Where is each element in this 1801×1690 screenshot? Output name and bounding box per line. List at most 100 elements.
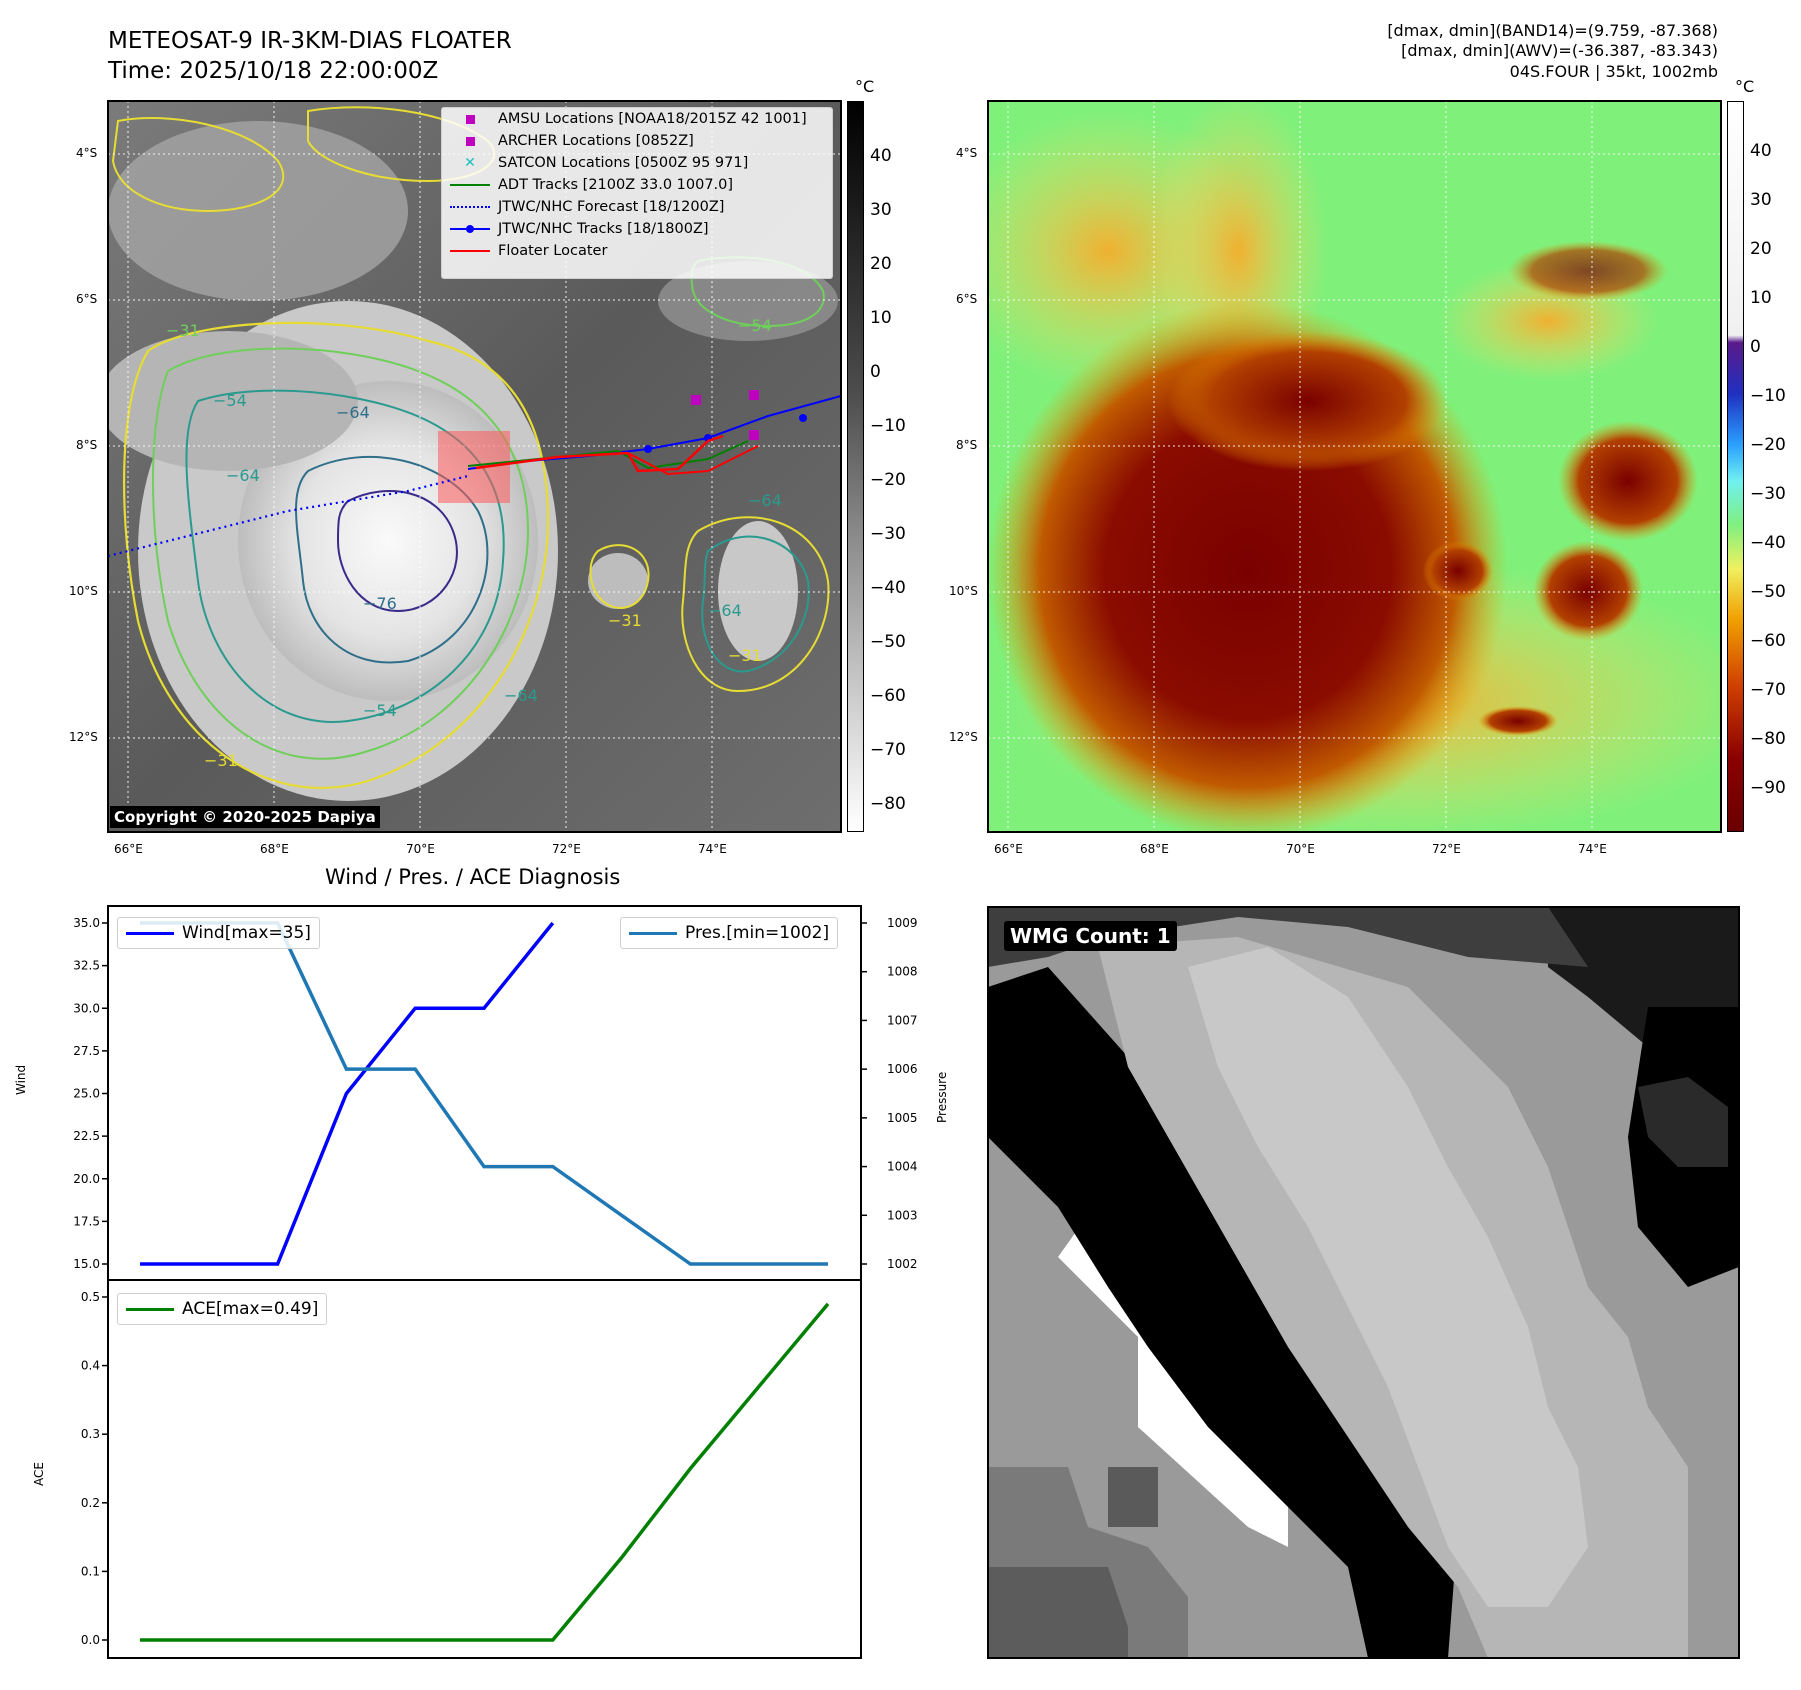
lat-label: 12°S bbox=[949, 730, 978, 744]
line-marker-icon bbox=[126, 1307, 174, 1311]
axis-tick-label: 0.5 bbox=[81, 1290, 100, 1304]
line-marker-icon bbox=[126, 931, 174, 935]
legend-item-adt: ADT Tracks [2100Z 33.0 1007.0] bbox=[442, 174, 832, 196]
colorbar-tick: −10 bbox=[870, 416, 906, 436]
panel-title-line2: Time: 2025/10/18 22:00:00Z bbox=[108, 58, 439, 84]
lat-label: 10°S bbox=[69, 584, 98, 598]
ace-axis-label: ACE bbox=[32, 1462, 46, 1486]
lon-label: 70°E bbox=[1286, 842, 1315, 856]
pressure-legend: Pres.[min=1002] bbox=[620, 917, 839, 949]
wmg-count-badge: WMG Count: 1 bbox=[1004, 921, 1177, 951]
dotted-line-icon bbox=[450, 206, 490, 208]
ace-series-line bbox=[140, 1302, 830, 1642]
colorbar-tick: 10 bbox=[1750, 288, 1772, 308]
line-marker-icon bbox=[629, 931, 677, 935]
contour-label: −64 bbox=[336, 403, 370, 422]
axis-tick-label: 1002 bbox=[887, 1257, 918, 1271]
colorbar-tick: −50 bbox=[1750, 582, 1786, 602]
lat-label: 4°S bbox=[956, 146, 978, 160]
contour-label: −54 bbox=[363, 701, 397, 720]
colorbar-tick: 10 bbox=[870, 308, 892, 328]
axis-tick-label: 1004 bbox=[887, 1160, 918, 1174]
colorbar-unit: °C bbox=[855, 77, 875, 96]
copyright-badge: Copyright © 2020-2025 Dapiya bbox=[110, 806, 380, 828]
awv-map-frame bbox=[987, 100, 1722, 833]
colorbar-tick: 30 bbox=[1750, 190, 1772, 210]
colorbar-tick: 40 bbox=[870, 146, 892, 166]
lon-label: 70°E bbox=[406, 842, 435, 856]
info-line2: [dmax, dmin](AWV)=(-36.387, -83.343) bbox=[1401, 41, 1718, 60]
legend-item-forecast: JTWC/NHC Forecast [18/1200Z] bbox=[442, 196, 832, 218]
awv-map-image bbox=[988, 101, 1721, 832]
legend-item-satcon: ✕ SATCON Locations [0500Z 95 971] bbox=[464, 155, 749, 171]
contour-label: −54 bbox=[738, 316, 772, 335]
axis-tick-label: 1008 bbox=[887, 965, 918, 979]
ir-colorbar bbox=[847, 101, 864, 832]
colorbar-tick: −90 bbox=[1750, 778, 1786, 798]
axis-tick-label: 1007 bbox=[887, 1013, 918, 1027]
contour-label: −31 bbox=[166, 321, 200, 340]
awv-colorbar bbox=[1727, 101, 1744, 832]
axis-tick-label: 1006 bbox=[887, 1062, 918, 1076]
diagnosis-chart: 15.0 17.5 20.0 22.5 25.0 27.5 30.0 32.5 35.0 100… bbox=[73, 905, 918, 1659]
colorbar-tick: −70 bbox=[870, 740, 906, 760]
contour-label: −64 bbox=[748, 491, 782, 510]
colorbar-tick: −80 bbox=[1750, 729, 1786, 749]
contour-label: −31 bbox=[608, 611, 642, 630]
axis-tick-label: 17.5 bbox=[73, 1214, 100, 1228]
pressure-series-line bbox=[140, 921, 828, 1266]
wind-series-line bbox=[140, 921, 555, 1266]
lat-label: 6°S bbox=[76, 292, 98, 306]
colorbar-tick: −60 bbox=[1750, 631, 1786, 651]
info-line3: 04S.FOUR | 35kt, 1002mb bbox=[1509, 62, 1718, 81]
lat-label: 10°S bbox=[949, 584, 978, 598]
axis-tick-label: 0.4 bbox=[81, 1359, 100, 1373]
legend-item-amsu: AMSU Locations [NOAA18/2015Z 42 1001] bbox=[442, 108, 832, 130]
wmg-frame bbox=[987, 906, 1740, 1659]
axis-tick-label: 20.0 bbox=[73, 1172, 100, 1186]
colorbar-tick: −60 bbox=[870, 686, 906, 706]
axis-tick-label: 0.3 bbox=[81, 1427, 100, 1441]
diagnosis-title: Wind / Pres. / ACE Diagnosis bbox=[325, 865, 621, 889]
lon-label: 66°E bbox=[114, 842, 143, 856]
legend-item-floater: Floater Locater bbox=[442, 240, 832, 262]
axis-tick-label: 22.5 bbox=[73, 1129, 100, 1143]
square-marker-icon bbox=[465, 114, 475, 124]
contour-label: −76 bbox=[363, 594, 397, 613]
colorbar-tick: −40 bbox=[870, 578, 906, 598]
ir-legend: AMSU Locations [NOAA18/2015Z 42 1001] AR… bbox=[441, 107, 833, 279]
colorbar-tick: −30 bbox=[1750, 484, 1786, 504]
axis-tick-label: 0.1 bbox=[81, 1564, 100, 1578]
lon-label: 74°E bbox=[1578, 842, 1607, 856]
contour-label: −64 bbox=[226, 466, 260, 485]
colorbar-tick: −50 bbox=[870, 632, 906, 652]
axis-tick-label: 0.2 bbox=[81, 1496, 100, 1510]
contour-label: −64 bbox=[708, 601, 742, 620]
square-marker-icon bbox=[465, 136, 475, 146]
wind-axis-label: Wind bbox=[14, 1064, 28, 1095]
axis-tick-label: 1009 bbox=[887, 916, 918, 930]
lon-label: 72°E bbox=[552, 842, 581, 856]
contour-label: −31 bbox=[728, 646, 762, 665]
contour-label: −54 bbox=[213, 391, 247, 410]
axis-tick-label: 30.0 bbox=[73, 1001, 100, 1015]
axis-tick-label: 35.0 bbox=[73, 916, 100, 930]
colorbar-tick: 20 bbox=[870, 254, 892, 274]
lat-label: 12°S bbox=[69, 730, 98, 744]
colorbar-tick: 20 bbox=[1750, 239, 1772, 259]
colorbar-tick: −70 bbox=[1750, 680, 1786, 700]
colorbar-tick: −10 bbox=[1750, 386, 1786, 406]
lon-label: 74°E bbox=[698, 842, 727, 856]
awv-map-panel bbox=[988, 101, 1721, 832]
lon-label: 66°E bbox=[994, 842, 1023, 856]
wind-legend: Wind[max=35] bbox=[117, 917, 320, 949]
axis-tick-label: 1005 bbox=[887, 1111, 918, 1125]
ir-map-frame bbox=[107, 100, 842, 833]
lat-label: 8°S bbox=[956, 438, 978, 452]
ace-legend: ACE[max=0.49] bbox=[117, 1293, 328, 1325]
panel-title-line1: METEOSAT-9 IR-3KM-DIAS FLOATER bbox=[108, 28, 512, 54]
colorbar-unit: °C bbox=[1735, 77, 1755, 96]
colorbar-tick: −30 bbox=[870, 524, 906, 544]
lat-label: 6°S bbox=[956, 292, 978, 306]
wmg-image bbox=[988, 907, 1739, 1658]
